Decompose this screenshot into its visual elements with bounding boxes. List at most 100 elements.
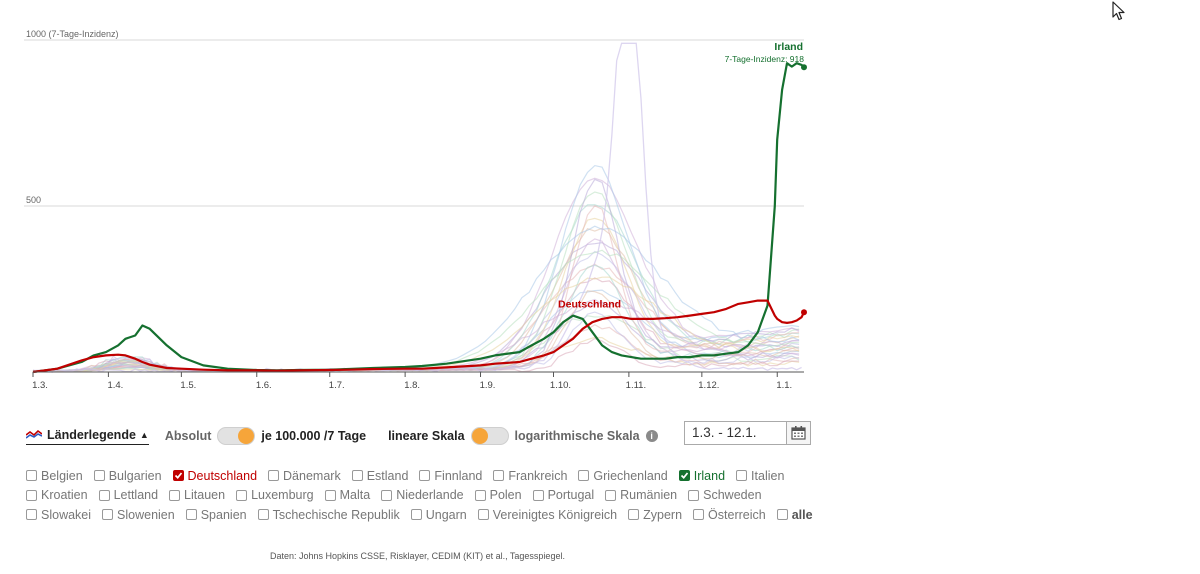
country-option[interactable]: Bulgarien <box>93 468 162 483</box>
country-label: Zypern <box>643 507 683 522</box>
country-option[interactable]: alle <box>776 507 813 522</box>
y-tick-label: 500 <box>26 195 41 205</box>
checkbox[interactable] <box>628 509 640 521</box>
country-label: Slowenien <box>117 507 175 522</box>
checkbox[interactable] <box>678 470 690 482</box>
checkbox[interactable] <box>98 489 110 501</box>
country-option[interactable]: Belgien <box>26 469 83 483</box>
checkbox[interactable] <box>688 489 700 501</box>
toggle-knob <box>238 428 255 444</box>
checkbox[interactable] <box>236 489 248 501</box>
country-option[interactable]: Kroatien <box>26 488 88 502</box>
scale-toggle[interactable] <box>470 427 509 445</box>
checkbox[interactable] <box>419 470 431 482</box>
country-option[interactable]: Österreich <box>693 508 766 522</box>
country-label: Vereinigtes Königreich <box>492 507 618 522</box>
country-label: Lettland <box>113 488 159 503</box>
background-country-line <box>32 250 800 372</box>
country-option[interactable]: Slowenien <box>102 508 175 522</box>
country-option[interactable]: Finnland <box>419 469 482 483</box>
toggle-knob <box>471 428 488 444</box>
country-label: Deutschland <box>187 468 258 483</box>
country-option[interactable]: Litauen <box>169 488 225 502</box>
country-option[interactable]: Zypern <box>628 508 682 522</box>
annotation-label: Deutschland <box>558 298 621 310</box>
checkbox[interactable] <box>532 489 544 501</box>
x-tick-label: 1.9. <box>480 380 496 391</box>
country-option[interactable]: Tschechische Republik <box>257 507 400 522</box>
checkbox[interactable] <box>410 509 422 521</box>
country-option[interactable]: Polen <box>474 488 522 503</box>
country-checkbox-list: Belgien Bulgarien Deutschland Dänemark Estla… <box>26 466 816 525</box>
checkbox[interactable] <box>736 470 748 482</box>
checkbox[interactable] <box>381 489 393 501</box>
checkbox[interactable] <box>169 489 181 501</box>
background-country-line <box>32 249 800 373</box>
country-label: Bulgarien <box>108 468 162 483</box>
country-label: Polen <box>489 488 522 503</box>
country-label: Tschechische Republik <box>272 507 400 522</box>
country-option[interactable]: Malta <box>324 488 371 503</box>
country-option[interactable]: Schweden <box>688 488 762 503</box>
annotation-sublabel: 7-Tage-Inzidenz: 918 <box>725 54 805 64</box>
checkbox[interactable] <box>26 489 37 501</box>
country-option[interactable]: Griechenland <box>578 469 668 483</box>
country-label: Ungarn <box>425 507 467 522</box>
country-option[interactable]: Lettland <box>98 488 159 503</box>
checkbox[interactable] <box>172 470 184 482</box>
checkbox[interactable] <box>693 509 705 521</box>
country-option[interactable]: Spanien <box>185 507 247 522</box>
country-label: Malta <box>339 488 371 503</box>
calendar-button[interactable] <box>786 421 811 445</box>
checkbox[interactable] <box>257 509 269 521</box>
checkbox[interactable] <box>578 470 590 482</box>
per100k-label: je 100.000 /7 Tage <box>261 429 367 443</box>
country-option[interactable]: Rumänien <box>605 488 677 502</box>
country-option[interactable]: Dänemark <box>268 469 341 483</box>
country-label: alle <box>791 507 813 522</box>
country-option[interactable]: Estland <box>351 469 408 483</box>
checkbox[interactable] <box>26 470 37 482</box>
chart-series <box>32 62 807 374</box>
checkbox[interactable] <box>185 509 197 521</box>
checkbox[interactable] <box>93 470 105 482</box>
checkbox[interactable] <box>268 470 280 482</box>
absolut-per100k-toggle[interactable] <box>217 427 256 445</box>
country-row: Belgien Bulgarien Deutschland Dänemark Estla… <box>26 466 816 486</box>
triangle-up-icon: ▲ <box>139 429 149 440</box>
checkbox[interactable] <box>474 489 486 501</box>
country-option[interactable]: Frankreich <box>493 469 567 483</box>
data-source-note: Daten: Johns Hopkins CSSE, Risklayer, CE… <box>270 551 565 561</box>
country-label: Kroatien <box>41 488 88 503</box>
country-option[interactable]: Portugal <box>532 488 594 502</box>
country-option[interactable]: Deutschland <box>172 468 258 483</box>
absolut-label: Absolut <box>164 429 212 443</box>
checkbox[interactable] <box>26 509 37 521</box>
x-tick-label: 1.1. <box>776 380 792 391</box>
country-label: Spanien <box>200 507 247 522</box>
checkbox[interactable] <box>102 509 114 521</box>
country-option[interactable]: Ungarn <box>410 507 467 522</box>
legend-toggle-label: Länderlegende <box>47 427 136 442</box>
series-endpoint-irland <box>801 64 807 71</box>
y-tick-label: 1000 (7-Tage-Inzidenz) <box>26 29 119 39</box>
country-option[interactable]: Irland <box>678 469 725 483</box>
checkbox[interactable] <box>776 509 788 521</box>
country-label: Schweden <box>703 488 762 503</box>
country-option[interactable]: Luxemburg <box>236 488 314 502</box>
legend-toggle[interactable]: Länderlegende ▲ <box>25 427 149 445</box>
country-option[interactable]: Niederlande <box>381 488 464 502</box>
country-option[interactable]: Italien <box>736 469 784 483</box>
date-range-input[interactable]: 1.3. - 12.1. <box>684 421 787 445</box>
mouse-cursor-icon <box>1112 1 1126 26</box>
checkbox[interactable] <box>605 489 617 501</box>
legend-lines-icon <box>25 428 43 442</box>
country-option[interactable]: Slowakei <box>26 508 91 522</box>
checkbox[interactable] <box>351 470 363 482</box>
checkbox[interactable] <box>324 489 336 501</box>
info-icon[interactable]: i <box>645 430 658 442</box>
country-option[interactable]: Vereinigtes Königreich <box>477 507 618 522</box>
checkbox[interactable] <box>477 509 489 521</box>
checkbox[interactable] <box>493 470 505 482</box>
